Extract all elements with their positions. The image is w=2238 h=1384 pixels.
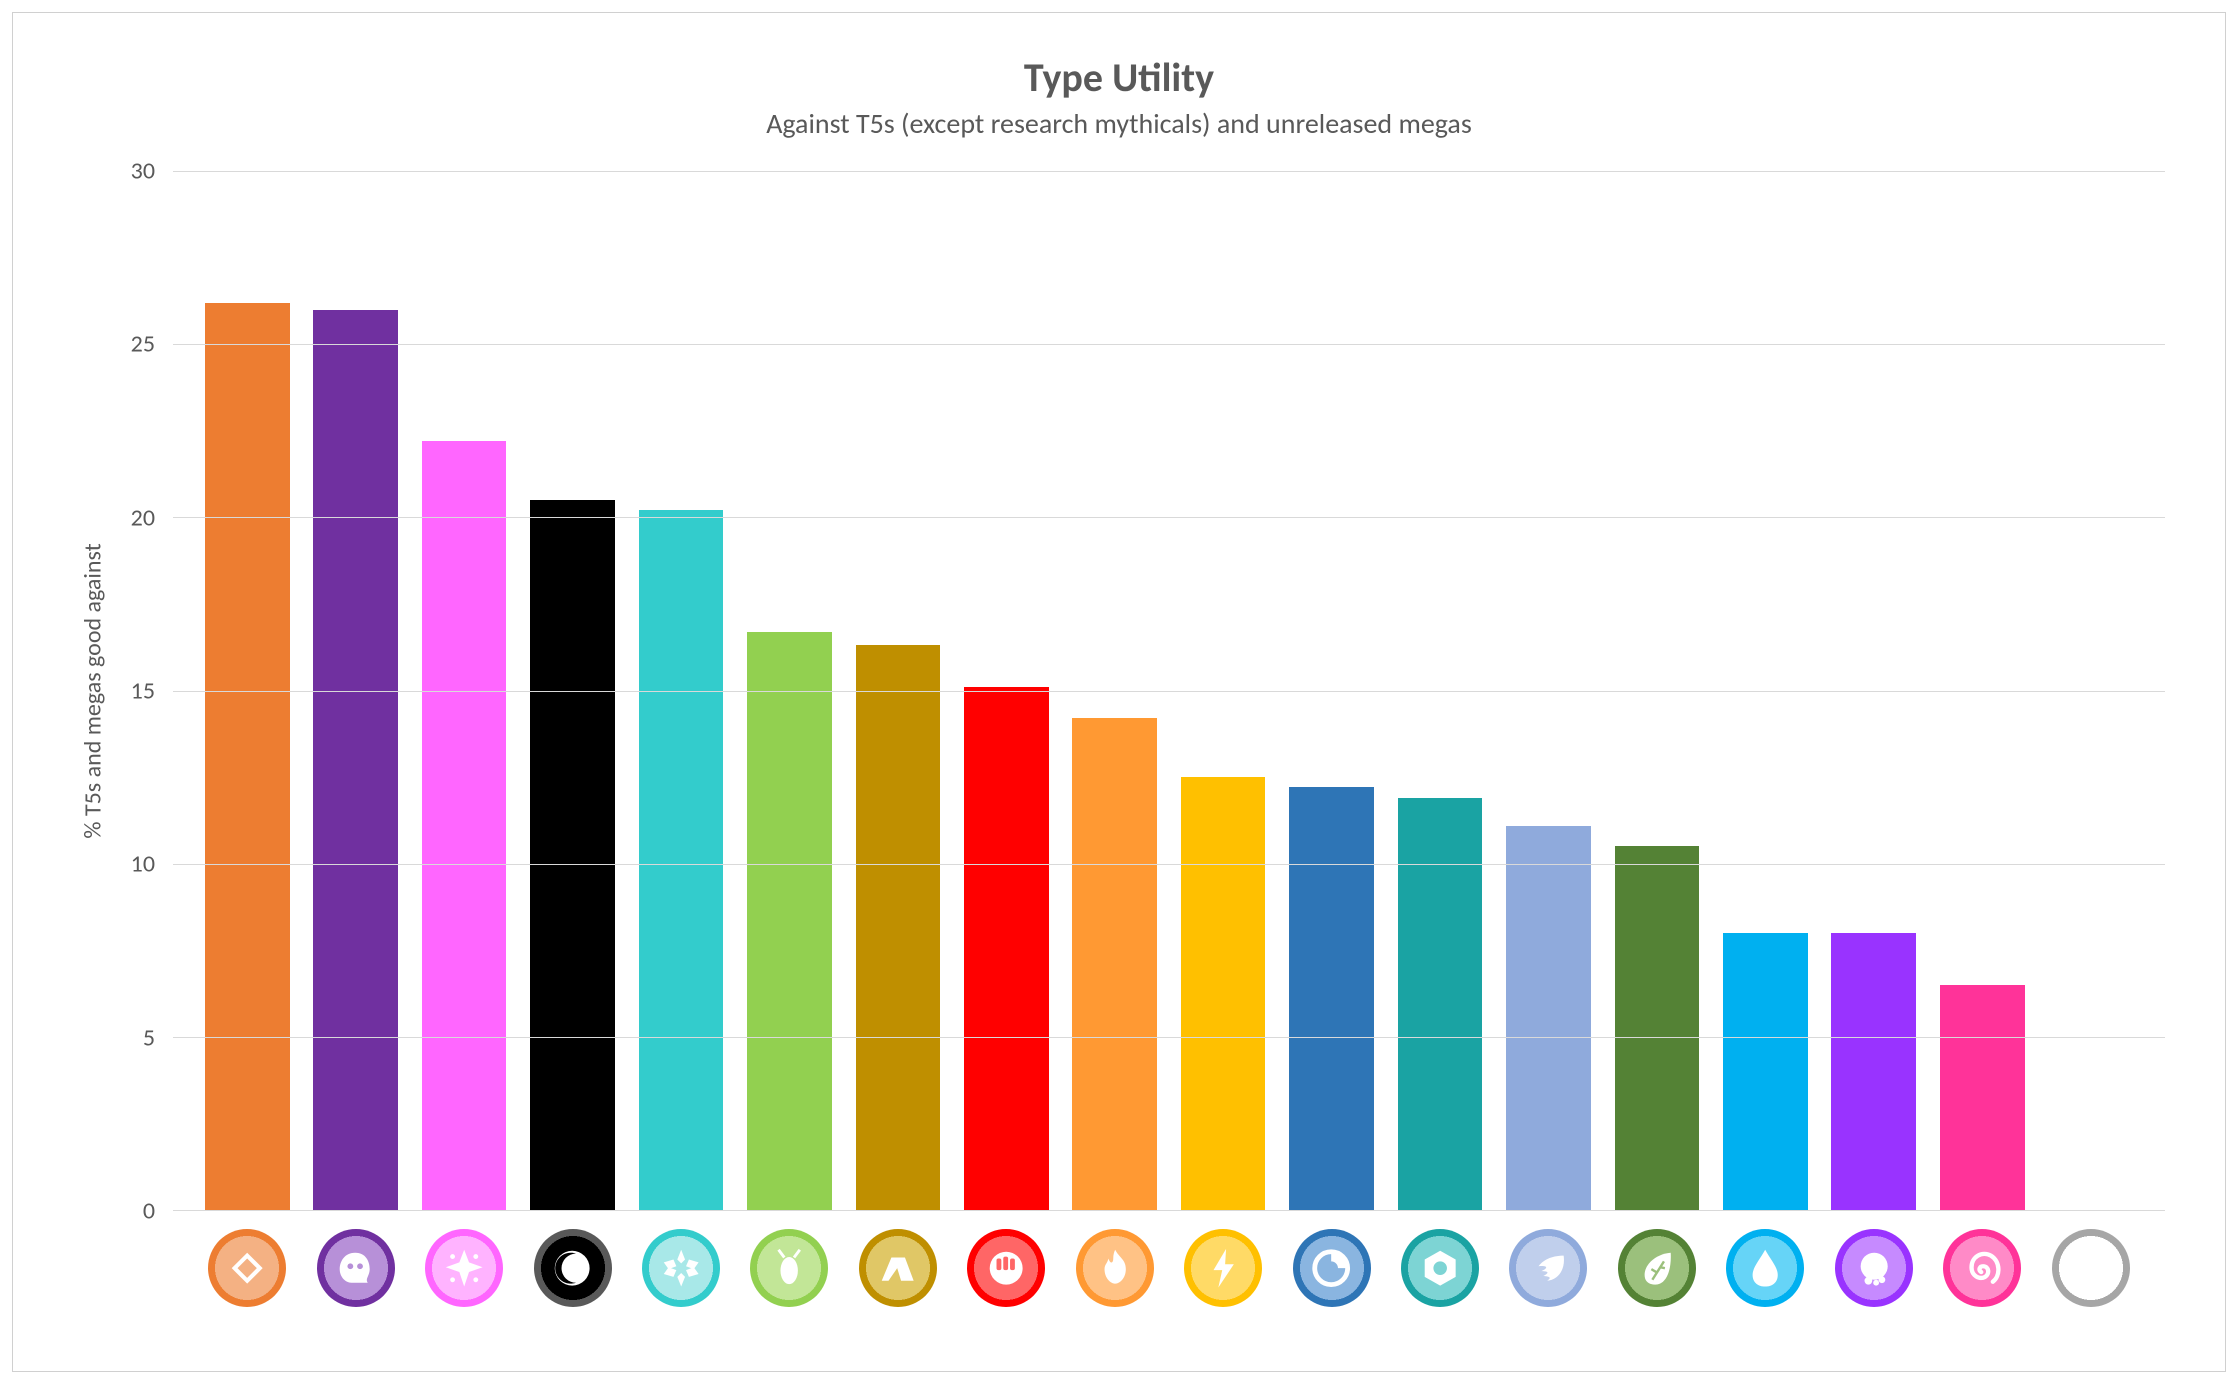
gridline (173, 691, 2165, 692)
dark-type-icon (534, 1229, 612, 1307)
fire-type-icon (1076, 1229, 1154, 1307)
dragon-type-icon (1293, 1229, 1371, 1307)
icon-slot (1494, 1229, 1602, 1307)
bar-steel (1398, 798, 1483, 1210)
y-axis-ticks: 051015202530 (113, 171, 173, 1211)
icon-slot (1820, 1229, 1928, 1307)
icon-slot (301, 1229, 409, 1307)
icon-slot (1928, 1229, 2036, 1307)
electric-type-icon (1184, 1229, 1262, 1307)
bar-ghost (313, 310, 398, 1210)
poison-type-icon (1835, 1229, 1913, 1307)
ground-type-icon (859, 1229, 937, 1307)
y-tick-label: 25 (131, 330, 155, 359)
bar-bug (747, 632, 832, 1210)
icon-slot (1277, 1229, 1385, 1307)
y-tick-label: 5 (143, 1023, 155, 1052)
bar-fairy (422, 441, 507, 1210)
y-axis-label: % T5s and megas good against (79, 543, 108, 838)
gridline (173, 344, 2165, 345)
normal-type-icon (2052, 1229, 2130, 1307)
icon-slot (1169, 1229, 1277, 1307)
gridline (173, 1037, 2165, 1038)
chart-title: Type Utility (73, 53, 2165, 102)
icon-slot (2036, 1229, 2144, 1307)
icon-slot (518, 1229, 626, 1307)
fairy-type-icon (425, 1229, 503, 1307)
y-axis-label-wrap: % T5s and megas good against (73, 171, 113, 1211)
ghost-type-icon (317, 1229, 395, 1307)
chart-subtitle: Against T5s (except research mythicals) … (73, 106, 2165, 141)
icon-slot (410, 1229, 518, 1307)
y-tick-label: 10 (131, 850, 155, 879)
icon-slot (844, 1229, 952, 1307)
y-tick-label: 20 (131, 503, 155, 532)
bug-type-icon (750, 1229, 828, 1307)
grass-type-icon (1618, 1229, 1696, 1307)
icon-slot (1386, 1229, 1494, 1307)
x-axis-icons (173, 1229, 2165, 1307)
icon-slot (1603, 1229, 1711, 1307)
bar-fire (1072, 718, 1157, 1210)
gridline (173, 517, 2165, 518)
y-tick-label: 30 (131, 157, 155, 186)
bar-ice (639, 510, 724, 1210)
y-tick-label: 15 (131, 677, 155, 706)
icon-slot (952, 1229, 1060, 1307)
icon-slot (1061, 1229, 1169, 1307)
icon-slot (735, 1229, 843, 1307)
psychic-type-icon (1943, 1229, 2021, 1307)
icon-slot (193, 1229, 301, 1307)
y-tick-label: 0 (143, 1197, 155, 1226)
bar-dragon (1289, 787, 1374, 1210)
bar-psychic (1940, 985, 2025, 1210)
bar-rock (205, 303, 290, 1210)
bar-fighting (964, 687, 1049, 1210)
chart-titles: Type Utility Against T5s (except researc… (73, 53, 2165, 141)
gridline (173, 171, 2165, 172)
rock-type-icon (208, 1229, 286, 1307)
icon-slot (627, 1229, 735, 1307)
steel-type-icon (1401, 1229, 1479, 1307)
plot-area (173, 171, 2165, 1211)
water-type-icon (1726, 1229, 1804, 1307)
plot-wrap: % T5s and megas good against 05101520253… (73, 171, 2165, 1211)
bar-flying (1506, 826, 1591, 1210)
icon-slot (1711, 1229, 1819, 1307)
bar-grass (1615, 846, 1700, 1210)
ice-type-icon (642, 1229, 720, 1307)
gridline (173, 864, 2165, 865)
bar-ground (856, 645, 941, 1210)
bar-water (1723, 933, 1808, 1210)
fighting-type-icon (967, 1229, 1045, 1307)
flying-type-icon (1509, 1229, 1587, 1307)
bar-electric (1181, 777, 1266, 1210)
bar-poison (1831, 933, 1916, 1210)
chart-frame: Type Utility Against T5s (except researc… (12, 12, 2226, 1372)
bar-dark (530, 500, 615, 1210)
